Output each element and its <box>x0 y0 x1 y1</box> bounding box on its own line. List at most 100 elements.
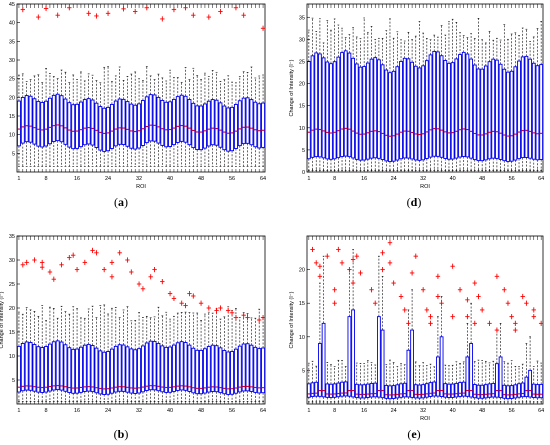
panel-e-outlier <box>310 246 315 253</box>
panel-b-outlier <box>59 262 64 268</box>
panel-e-box <box>439 336 444 398</box>
panel-a-box <box>75 103 80 149</box>
panel-d-box <box>531 62 536 160</box>
panel-d-box <box>373 57 378 159</box>
panel-b-outlier <box>256 317 262 323</box>
panel-a-box <box>206 100 211 147</box>
panel-d-caption: (d) <box>407 195 422 209</box>
panel-e-outlier <box>402 307 407 313</box>
panel-d-box <box>487 61 492 160</box>
panel-b-xtick-label: 64 <box>260 408 266 414</box>
panel-e-box <box>509 385 514 399</box>
panel-b-box <box>59 341 64 391</box>
panel-b-box <box>202 348 207 394</box>
panel-b-outlier <box>39 259 45 265</box>
panel-b-outlier <box>260 315 266 321</box>
panel-e-outlier <box>332 300 337 306</box>
panel-a-box <box>47 97 52 145</box>
panel-a-box <box>195 105 200 151</box>
panel-b-outlier <box>117 250 122 256</box>
panel-e-outlier <box>373 300 378 306</box>
panel-e-box <box>517 383 521 398</box>
panel-a-box <box>152 94 157 142</box>
panel-d-box <box>410 61 414 160</box>
panel-e-outlier <box>354 253 359 259</box>
panel-b-xtick-label: 32 <box>136 408 142 414</box>
panel-d-ytick-label: 20 <box>299 82 305 88</box>
panel-e-box <box>351 309 355 398</box>
panel-e-box <box>384 384 389 399</box>
panel-e-outlier <box>538 320 544 326</box>
panel-e-outlier <box>350 256 356 263</box>
panel-b-outlier <box>233 315 239 321</box>
panel-a-ytick-label: 5 <box>12 151 15 157</box>
panel-b-box <box>55 340 60 391</box>
panel-b-box <box>241 343 246 392</box>
panel-e-xtick-label: 8 <box>333 408 336 414</box>
panel-b-box <box>218 347 223 394</box>
panel-b-box <box>71 348 76 394</box>
panel-d-xtick-label: 32 <box>420 176 426 182</box>
panel-b-box <box>206 346 211 393</box>
panel-d-box <box>491 58 496 159</box>
panel-e-box <box>513 384 518 399</box>
panel-a-caption: (a) <box>114 195 128 209</box>
panel-e-box <box>362 384 367 399</box>
panel-a-ytick-label: 15 <box>9 114 15 120</box>
panel-a-box <box>102 107 107 152</box>
panel-e-box <box>306 383 311 398</box>
panel-b-outlier <box>101 267 107 273</box>
panel-a-outlier <box>160 16 165 22</box>
panel-a-box <box>55 93 60 142</box>
panel-e-outlier <box>332 287 337 293</box>
panel-b-box <box>94 347 99 394</box>
panel-e-outlier <box>435 273 441 279</box>
panel-e-ylabel: Change of Intensity (I⁻) <box>289 291 295 348</box>
panel-b-box <box>257 348 262 394</box>
panel-a-outlier <box>55 12 60 18</box>
panel-e-outlier <box>479 307 485 313</box>
panel-a-outlier <box>36 14 41 20</box>
panel-d-box <box>380 64 385 161</box>
panel-b-outlier <box>148 274 153 280</box>
panel-d-box <box>351 57 355 159</box>
panel-e-xtick-label: 24 <box>391 408 397 414</box>
panel-b-box <box>51 341 56 391</box>
panel-b-box <box>125 346 130 393</box>
panel-b-box <box>47 343 52 392</box>
panel-d-ytick-label: 15 <box>299 104 305 110</box>
panel-e-box <box>461 381 466 397</box>
panel-b-ytick-label: 15 <box>9 330 15 336</box>
panel-a-xtick-label: 1 <box>17 176 20 182</box>
panel-e-outlier <box>494 273 500 279</box>
panel-d-box <box>498 63 503 160</box>
panel-b-box <box>40 347 45 393</box>
panel-a-xtick-label: 32 <box>136 176 142 182</box>
panel-b-box <box>32 344 37 392</box>
panel-a-box <box>202 103 207 149</box>
panel-d-box <box>406 58 411 159</box>
panel-e-outlier <box>513 320 518 326</box>
panel-e-box <box>354 383 359 399</box>
panel-d-box <box>495 59 499 159</box>
panel-b-xtick-label: 8 <box>45 408 48 414</box>
panel-e-box <box>329 383 333 399</box>
panel-a-box <box>199 105 204 151</box>
panel-d-box <box>384 69 389 162</box>
panel-a-ytick-label: 45 <box>9 2 15 8</box>
panel-a-box <box>106 106 111 152</box>
panel-b-box <box>237 345 242 393</box>
panel-d-box <box>509 70 514 162</box>
panel-b-ytick-label: 25 <box>9 282 15 288</box>
panel-a-outlier <box>144 5 150 11</box>
panel-e-outlier <box>428 314 433 320</box>
panel-b-outlier <box>90 247 95 253</box>
panel-e-box <box>524 376 529 398</box>
panel-b-box <box>16 345 21 393</box>
panel-d-box <box>450 62 455 160</box>
panel-d-box <box>432 50 437 157</box>
panel-d-box <box>310 55 315 158</box>
panel-d-box <box>528 58 532 159</box>
panel-e-box <box>318 343 322 397</box>
panel-a-xtick-label: 40 <box>167 176 173 182</box>
